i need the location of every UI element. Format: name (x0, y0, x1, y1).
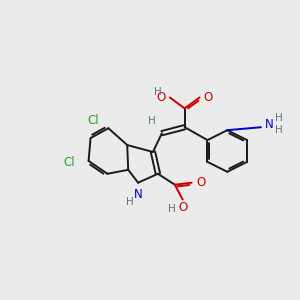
Text: O: O (178, 201, 187, 214)
Text: H: H (126, 196, 134, 206)
Text: O: O (156, 91, 166, 104)
Text: H: H (275, 125, 283, 135)
Text: H: H (168, 204, 176, 214)
Text: O: O (196, 176, 205, 189)
Text: N: N (265, 118, 273, 131)
Text: Cl: Cl (88, 114, 99, 127)
Text: H: H (275, 113, 283, 123)
Text: H: H (154, 86, 162, 97)
Text: H: H (148, 116, 156, 126)
Text: N: N (134, 188, 142, 201)
Text: O: O (204, 91, 213, 104)
Text: Cl: Cl (63, 156, 75, 170)
